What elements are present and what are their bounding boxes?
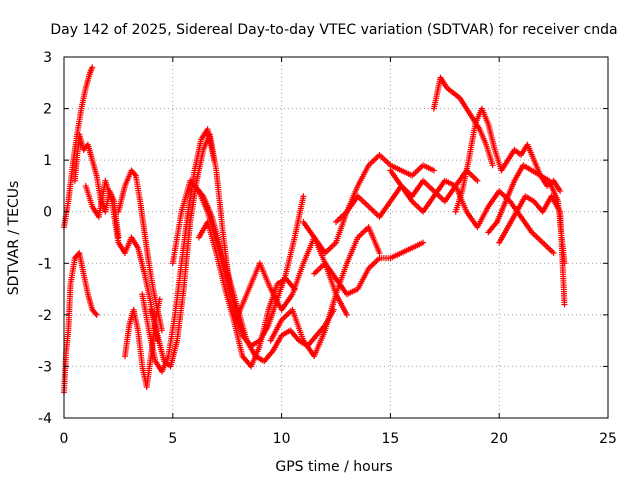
y-tick-label: -2 [38,308,52,324]
series-track-21 [496,193,568,308]
y-tick-label: 2 [43,102,52,118]
chart-title: Day 142 of 2025, Sidereal Day-to-day VTE… [50,22,617,38]
series-track-14 [300,151,437,256]
x-tick-label: 25 [599,431,617,447]
x-axis-label: GPS time / hours [275,459,392,475]
x-tick-label: 10 [273,431,291,447]
x-tick-label: 0 [60,431,69,447]
data-points [61,64,568,396]
data-marks [496,193,568,308]
data-marks [195,219,298,370]
data-marks [235,234,350,318]
x-tick-label: 20 [490,431,508,447]
y-axis-label: SDTVAR / TECUs [6,181,22,296]
plot-frame [63,56,609,419]
data-marks [387,167,557,256]
data-marks [333,167,481,226]
grid [64,57,608,418]
y-tick-label: 0 [43,205,52,221]
series-track-10 [191,182,337,365]
series-track-13 [267,224,383,360]
y-tick-label: -3 [38,359,52,375]
y-tick-label: -4 [38,411,52,427]
series-track-16 [333,167,481,226]
y-tick-label: -1 [38,256,52,272]
x-tick-label: 5 [168,431,177,447]
x-tick-label: 15 [381,431,399,447]
data-marks [311,239,427,298]
series-track-17 [387,167,557,256]
series-track-12 [235,234,350,318]
axis-ticks: 0 5 10 15 20 25 -4 -3 -2 -1 0 1 2 3 [38,50,617,447]
data-marks [267,224,383,360]
y-tick-label: 1 [43,153,52,169]
series-track-15 [311,239,427,298]
data-marks [191,182,337,365]
series-track-11 [195,219,298,370]
series-track-7 [139,126,218,375]
y-tick-label: 3 [43,50,52,66]
data-marks [300,151,437,256]
data-marks [139,126,218,375]
